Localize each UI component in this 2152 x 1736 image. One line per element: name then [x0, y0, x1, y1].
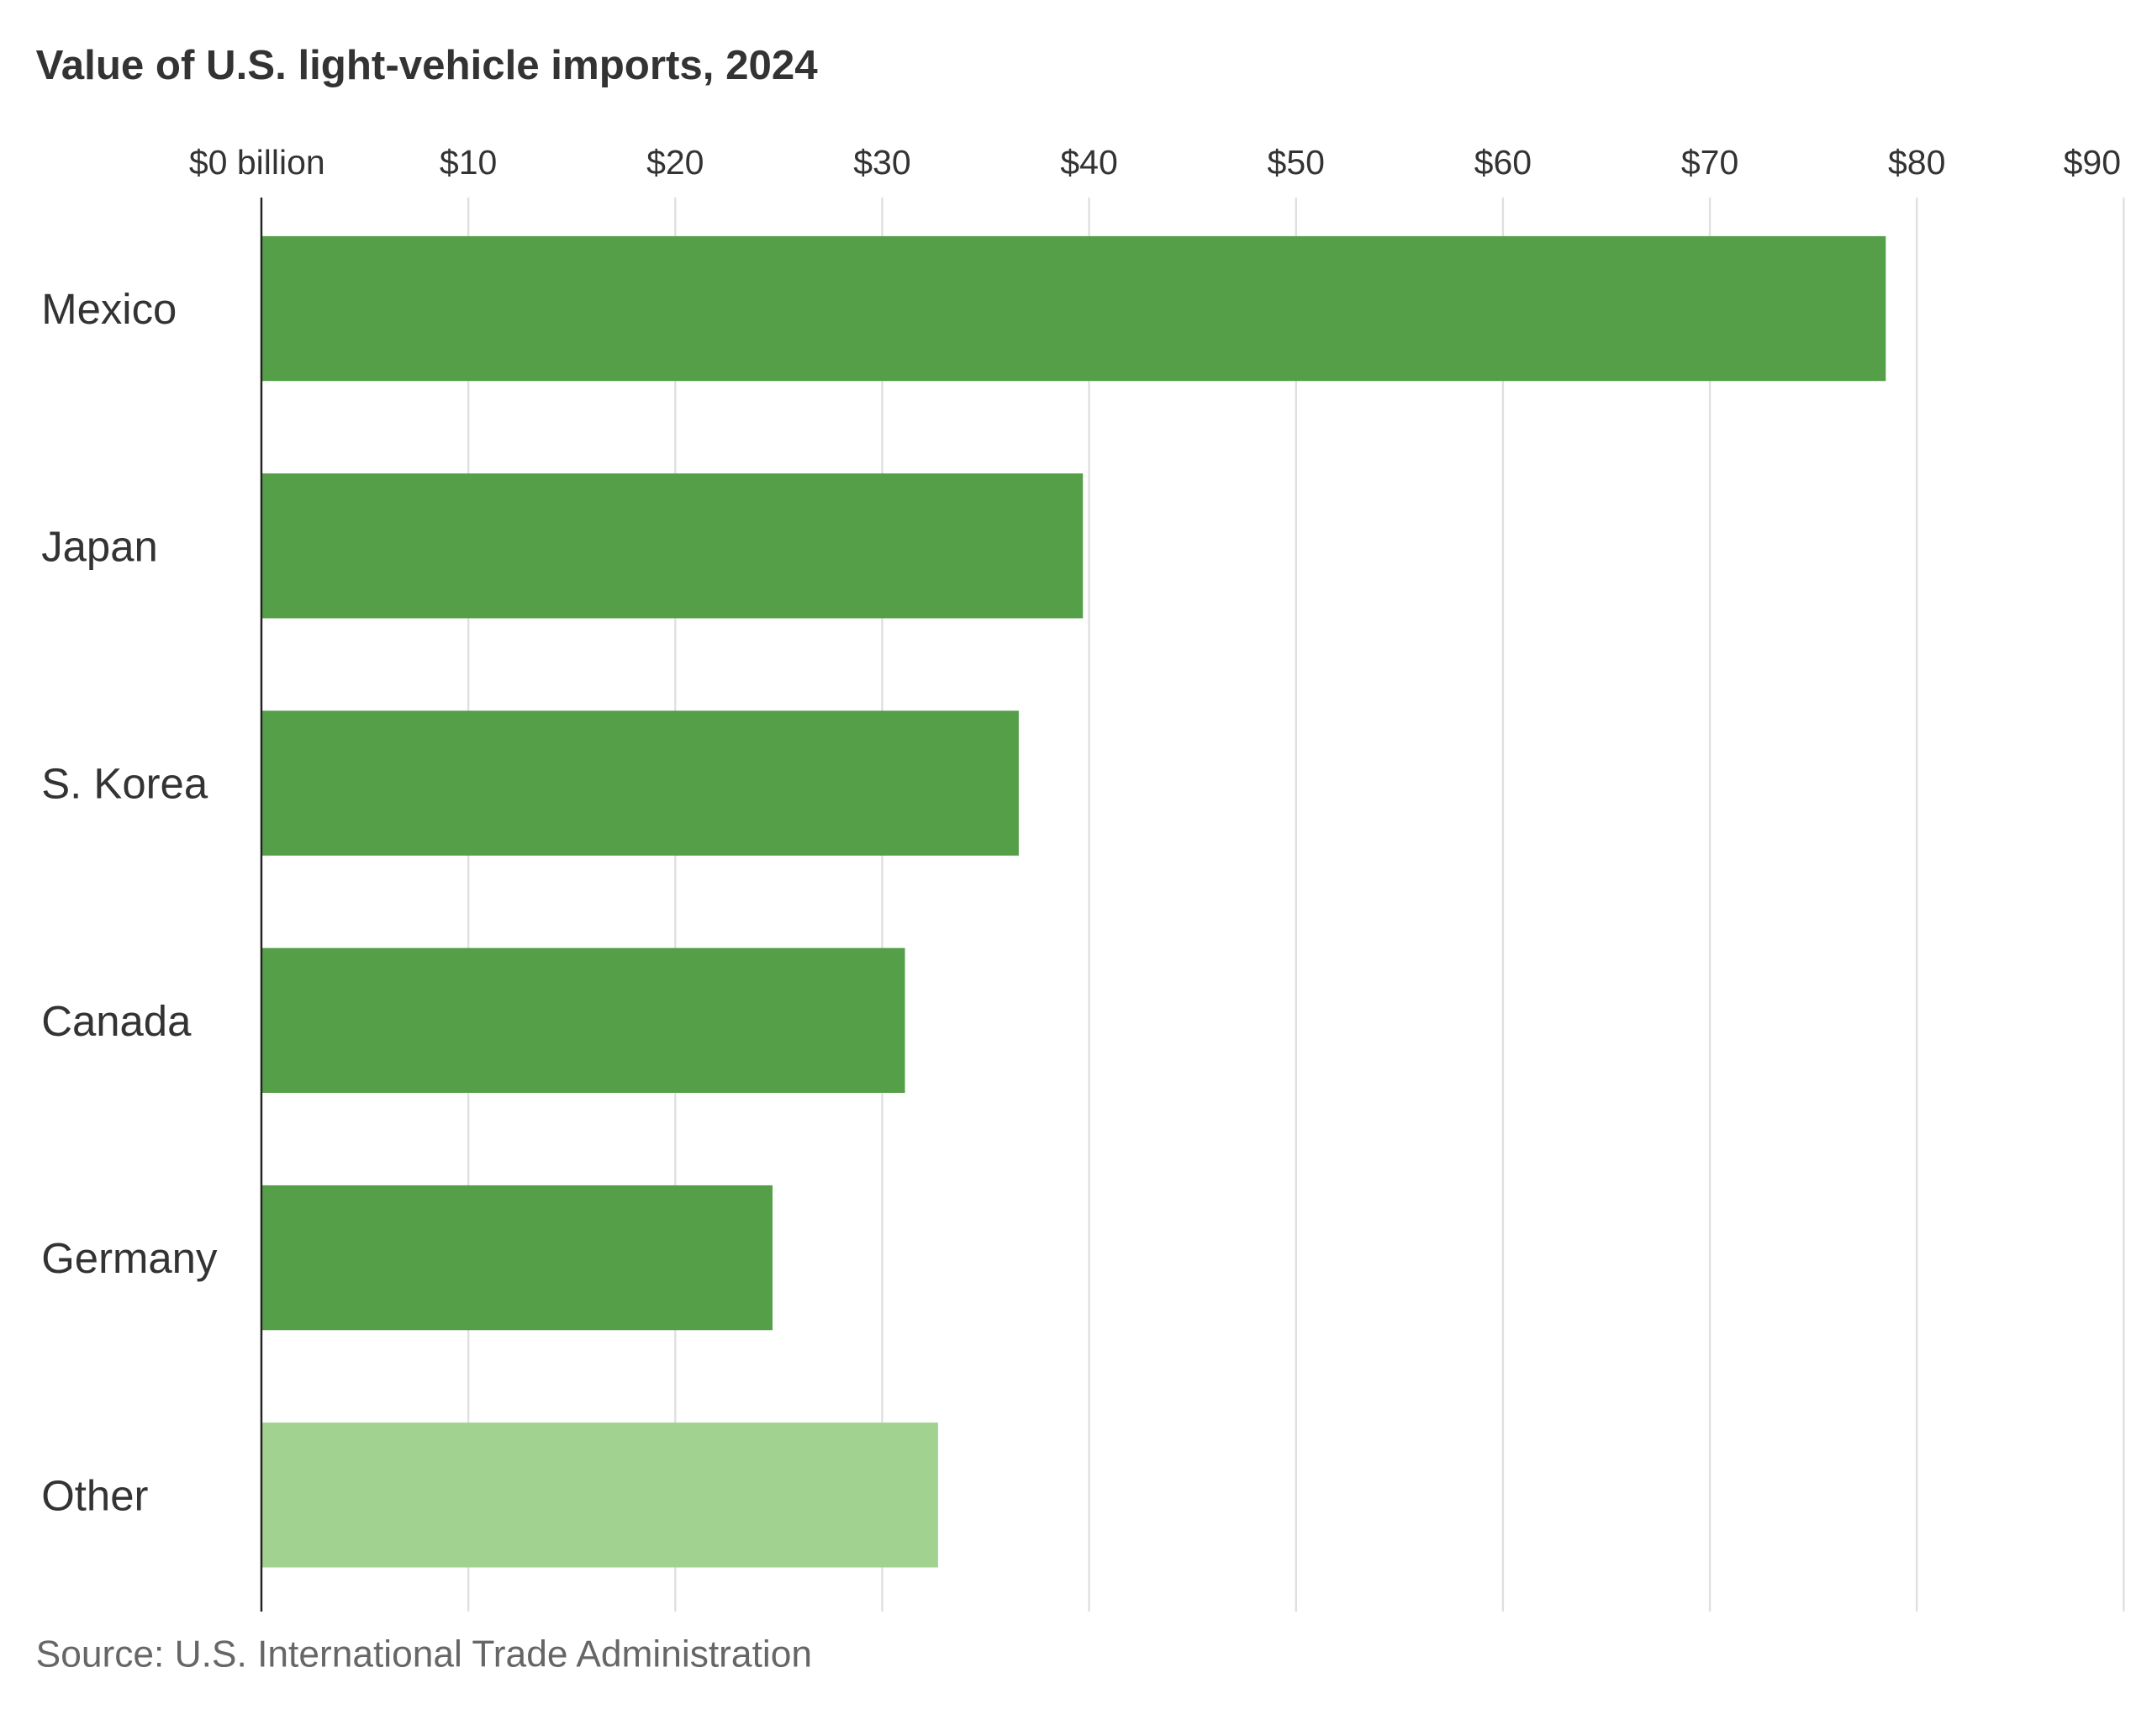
x-tick-label: $80 [1888, 143, 1945, 182]
x-tick-label: $90 [2064, 143, 2121, 182]
bar-germany [261, 1185, 773, 1331]
bar-canada [261, 947, 905, 1093]
category-label: Germany [41, 1234, 218, 1282]
source-note: Source: U.S. International Trade Adminis… [36, 1634, 812, 1675]
category-labels: Mexico Japan S. Korea Canada Germany Other [41, 285, 218, 1519]
bar-s-korea [261, 710, 1019, 856]
category-label: Mexico [41, 285, 177, 333]
bar-mexico [261, 235, 1886, 382]
chart-title: Value of U.S. light-vehicle imports, 202… [36, 42, 819, 88]
x-axis-tick-labels: $0 billion $10 $20 $30 $40 $50 $60 $70 $80 $90 [189, 143, 2121, 182]
category-label: S. Korea [41, 760, 208, 808]
category-label: Canada [41, 997, 192, 1045]
x-tick-label: $30 [853, 143, 910, 182]
bar-other [261, 1422, 938, 1568]
x-tick-label: $20 [646, 143, 704, 182]
x-tick-label: $60 [1474, 143, 1532, 182]
gridlines [467, 197, 2125, 1612]
category-label: Other [41, 1471, 148, 1519]
x-tick-label: $40 [1060, 143, 1117, 182]
bars [261, 235, 1886, 1568]
bar-japan [261, 473, 1084, 619]
x-tick-label: $0 billion [189, 143, 325, 182]
x-tick-label: $50 [1268, 143, 1325, 182]
category-label: Japan [41, 522, 158, 570]
x-tick-label: $10 [440, 143, 497, 182]
x-tick-label: $70 [1681, 143, 1738, 182]
